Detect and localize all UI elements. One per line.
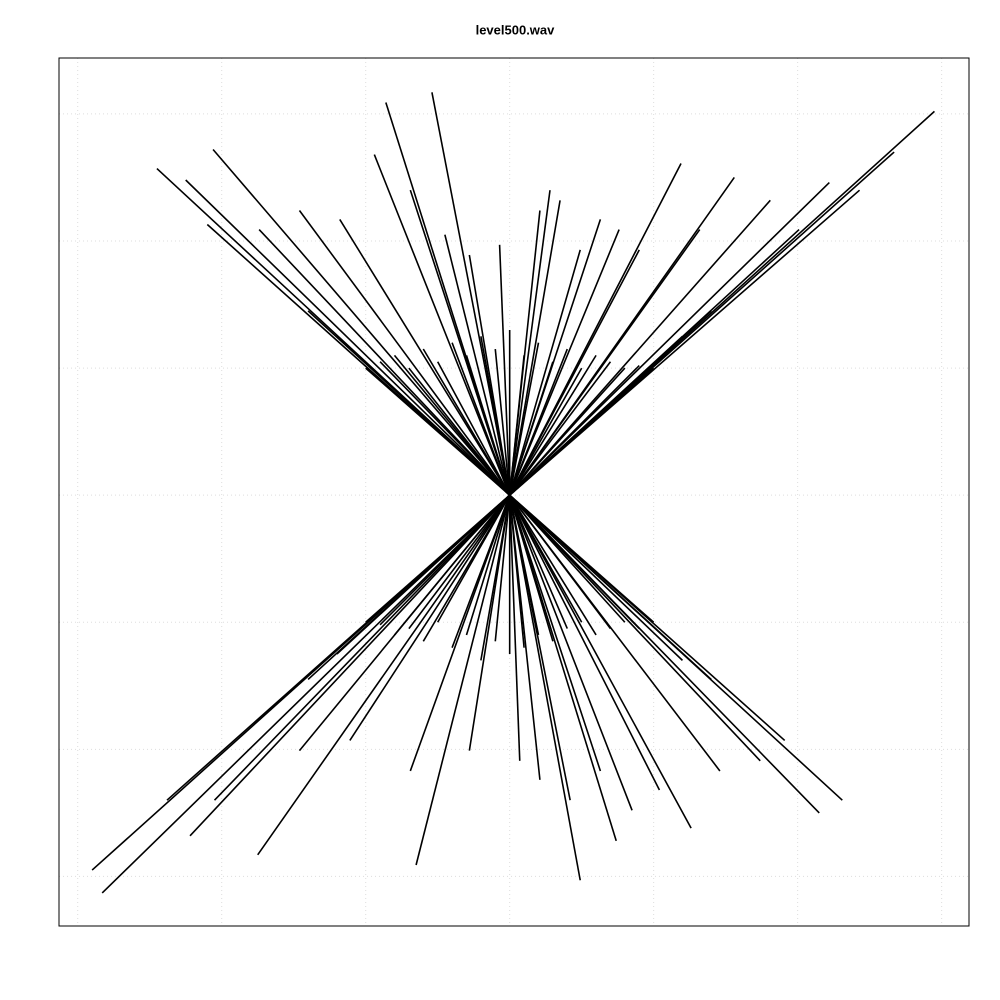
- vector-line: [508, 494, 597, 636]
- vector-line: [509, 367, 626, 496]
- vector-line: [508, 495, 525, 648]
- plot-frame: [58, 57, 970, 927]
- vector-line: [509, 364, 640, 496]
- vector-line: [408, 367, 511, 496]
- vector-line: [509, 361, 612, 496]
- vector-line: [212, 148, 511, 496]
- vector-line: [508, 355, 525, 496]
- vector-line: [508, 249, 582, 496]
- vector-line: [508, 249, 640, 496]
- vector-line: [508, 200, 561, 496]
- vector-line: [444, 234, 511, 496]
- vector-line: [509, 494, 612, 630]
- vector-line: [379, 494, 511, 626]
- vector-line: [509, 494, 761, 762]
- vector-line: [349, 494, 511, 741]
- vector-line: [480, 495, 511, 661]
- marks: [91, 92, 935, 894]
- vector-line: [508, 494, 569, 629]
- vector-line: [508, 495, 521, 761]
- vector-line: [101, 494, 511, 894]
- vector-line: [494, 348, 511, 496]
- vector-line: [213, 494, 511, 801]
- vector-line: [508, 367, 583, 496]
- vector-line: [508, 494, 602, 772]
- vector-line: [509, 310, 712, 496]
- vector-line: [451, 342, 511, 496]
- vector-line: [509, 494, 640, 630]
- vector-line: [509, 494, 626, 623]
- vector-line: [436, 494, 511, 623]
- vector-line: [339, 218, 511, 496]
- vector-line: [508, 342, 540, 496]
- vector-line: [422, 348, 511, 496]
- vector-line: [508, 494, 554, 642]
- vector-line: [415, 494, 511, 866]
- vector-line: [185, 179, 511, 496]
- vector-line: [307, 494, 511, 681]
- vector-line: [480, 336, 511, 496]
- vector-line: [508, 361, 554, 496]
- vector-line: [257, 494, 511, 856]
- vector-line: [409, 189, 511, 496]
- vector-line: [509, 494, 684, 661]
- vector-line: [494, 495, 511, 642]
- vector-line: [379, 361, 511, 496]
- vector-line: [508, 348, 569, 496]
- vector-line: [509, 199, 771, 496]
- vector-line: [509, 181, 830, 496]
- vector-line: [258, 229, 511, 496]
- vector-line: [498, 244, 511, 496]
- vector-line: [393, 494, 511, 636]
- grid: [59, 58, 969, 926]
- chart-title: level500.wav: [476, 22, 556, 37]
- vector-line: [508, 190, 551, 496]
- vector-line: [508, 494, 583, 623]
- vector-line: [373, 154, 511, 496]
- vector-line: [508, 495, 582, 881]
- vector-line: [508, 494, 633, 811]
- vector-line: [298, 210, 511, 496]
- vector-line: [508, 354, 597, 496]
- vector-line: [508, 494, 661, 791]
- vector-line: [189, 494, 511, 837]
- vector-line: [508, 495, 540, 636]
- vector-line: [408, 494, 511, 630]
- vector-line: [436, 361, 511, 496]
- vector-line: [465, 494, 511, 636]
- vector-line: [465, 355, 511, 496]
- vector-line: [508, 494, 692, 829]
- vector-line: [451, 494, 511, 648]
- vector-line: [509, 229, 701, 496]
- vector-line: [509, 494, 712, 681]
- vector-line: [307, 310, 511, 496]
